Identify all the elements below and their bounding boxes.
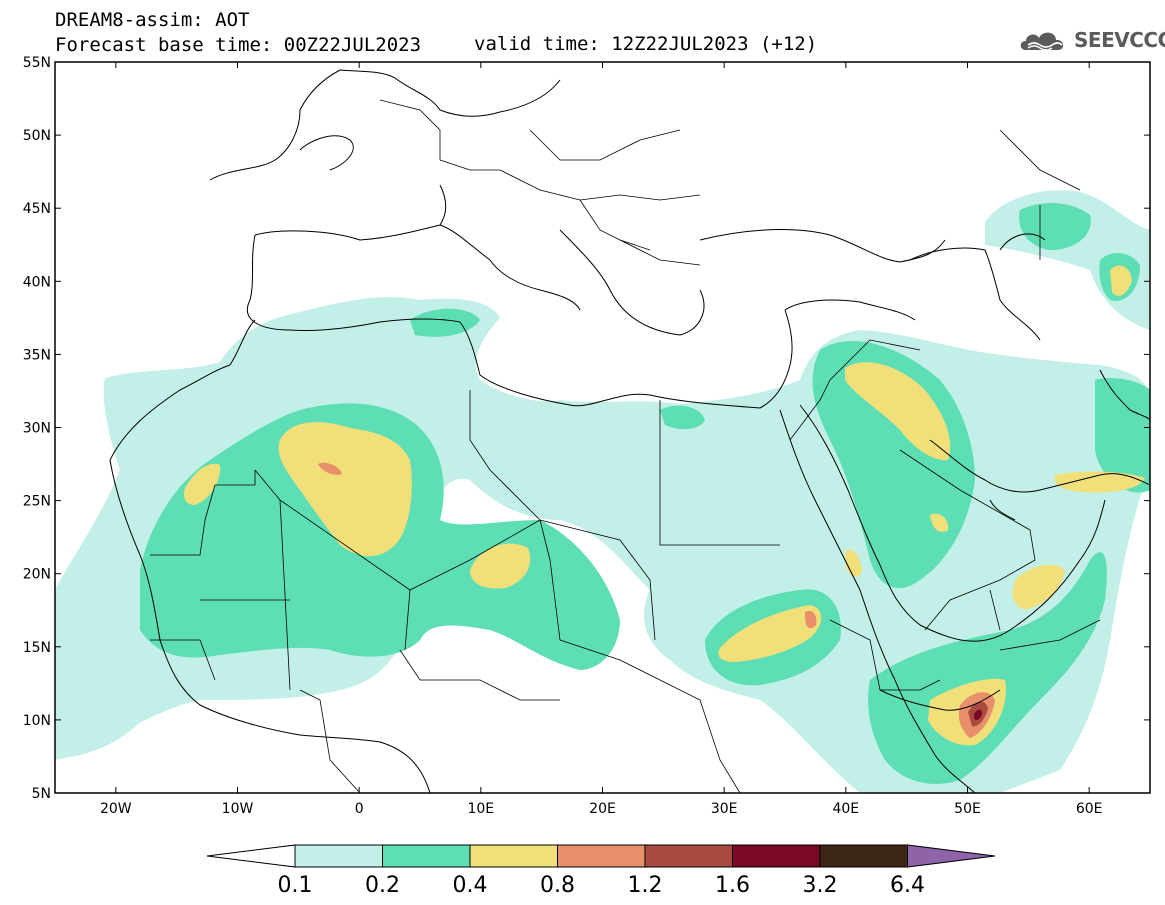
colorbar-label: 1.6 [715, 873, 750, 898]
lat-tick-label: 5N [32, 786, 51, 802]
lat-tick-label: 50N [23, 128, 51, 144]
colorbar-label: 0.2 [365, 873, 400, 898]
colorbar-label: 0.1 [278, 873, 313, 898]
colorbar: 0.1 0.2 0.4 0.8 1.2 1.6 3.2 6.4 [206, 844, 996, 898]
colorbar-segment [644, 844, 733, 868]
seevccc-logo: SEEVCCC [1018, 27, 1165, 53]
lon-tick-label: 60E [1076, 801, 1103, 817]
logo-text: SEEVCCC [1074, 28, 1165, 52]
lon-tick-label: 20E [589, 801, 616, 817]
country-borders [150, 99, 1101, 793]
lon-tick-label: 50E [954, 801, 981, 817]
colorbar-label: 0.8 [540, 873, 575, 898]
colorbar-low-extension [206, 844, 296, 868]
coastlines [109, 69, 1150, 793]
colorbar-label: 6.4 [890, 873, 925, 898]
lon-axis: 20W 10W 0 10E 20E 30E 40E 50E 60E [100, 62, 1103, 817]
lat-axis: 55N 50N 45N 40N 35N 30N 25N 20N 15N 10N 5N [23, 55, 1150, 802]
map-title: DREAM8-assim: AOT [55, 9, 250, 31]
lon-tick-label: 40E [832, 801, 859, 817]
lat-tick-label: 25N [23, 494, 51, 510]
lat-tick-label: 20N [23, 567, 51, 583]
aot-field [55, 190, 1150, 793]
colorbar-high-extension [907, 844, 996, 868]
lon-tick-label: 30E [711, 801, 738, 817]
colorbar-segment [469, 844, 558, 868]
cloud-logo-icon [1020, 32, 1064, 51]
lat-tick-label: 15N [23, 640, 51, 656]
colorbar-segment [819, 844, 908, 868]
colorbar-label: 1.2 [628, 873, 663, 898]
lat-tick-label: 30N [23, 421, 51, 437]
lon-tick-label: 10W [222, 801, 254, 817]
lon-tick-label: 10E [467, 801, 494, 817]
lat-tick-label: 45N [23, 201, 51, 217]
lon-tick-label: 20W [100, 801, 132, 817]
colorbar-segment [732, 844, 821, 868]
lat-tick-label: 10N [23, 713, 51, 729]
colorbar-label: 0.4 [453, 873, 488, 898]
colorbar-segment [557, 844, 646, 868]
lat-tick-label: 40N [23, 274, 51, 290]
colorbar-segment [382, 844, 471, 868]
base-time-label: Forecast base time: 00Z22JUL2023 [55, 34, 422, 56]
colorbar-segment [294, 844, 383, 868]
lat-tick-label: 35N [23, 347, 51, 363]
lat-tick-label: 55N [23, 55, 51, 71]
colorbar-label: 3.2 [803, 873, 838, 898]
valid-time-label: valid time: 12Z22JUL2023 (+12) [474, 33, 818, 55]
lon-tick-label: 0 [355, 801, 364, 817]
